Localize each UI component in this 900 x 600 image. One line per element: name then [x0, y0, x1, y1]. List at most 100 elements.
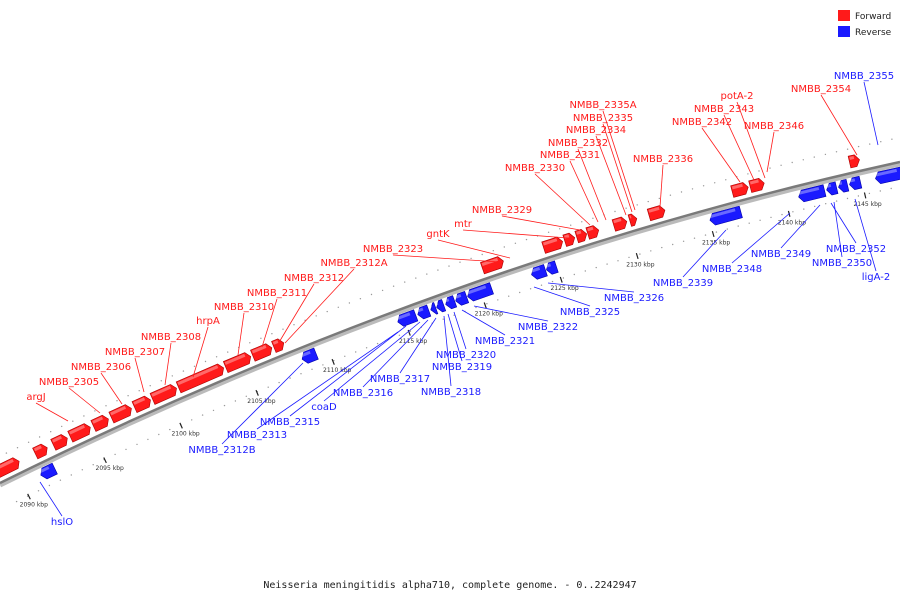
- scale-dot: [50, 431, 52, 433]
- leader-line: [833, 201, 843, 258]
- label-leaders: [35, 81, 879, 517]
- legend-forward-swatch: [838, 10, 850, 21]
- scale-dot: [737, 225, 739, 227]
- scale-dot: [158, 433, 160, 436]
- scale-dot: [114, 453, 116, 456]
- scale-dot: [636, 204, 638, 206]
- scale-dot: [26, 495, 29, 497]
- forward-gene-label-nmbb-2312: NMBB_2312: [284, 273, 344, 284]
- forward-gene-bar: [50, 434, 68, 451]
- scale-dot: [470, 257, 472, 260]
- scale-dot: [475, 306, 477, 309]
- forward-gene-label-nmbb-2346: NMBB_2346: [744, 121, 804, 132]
- forward-gene-label-nmbb-2332: NMBB_2332: [548, 138, 608, 149]
- scale-dot: [835, 200, 838, 202]
- forward-gene-bar: [131, 395, 151, 413]
- scale-dot: [781, 213, 783, 216]
- scale-dot: [223, 404, 226, 407]
- scale-dot: [426, 273, 428, 275]
- scale-dot: [529, 288, 532, 290]
- forward-gene-label-nmbb-2336: NMBB_2336: [633, 154, 693, 165]
- scale-dot: [267, 386, 269, 388]
- scale-dot: [803, 208, 805, 210]
- scale-dot: [182, 370, 185, 372]
- scale-dot: [125, 448, 127, 451]
- forward-gene-label-pota-2: potA-2: [721, 91, 754, 102]
- scale-dot: [503, 246, 505, 248]
- scale-dot: [215, 356, 218, 358]
- leader-line: [399, 317, 437, 374]
- scale-dot: [584, 270, 586, 272]
- scale-dot: [169, 428, 171, 431]
- forward-gene-label-nmbb-2305: NMBB_2305: [39, 377, 99, 388]
- scale-dot: [448, 265, 450, 267]
- legend-forward-label: Forward: [855, 12, 891, 22]
- scale-dot: [890, 187, 892, 190]
- scale-dot: [311, 368, 313, 370]
- axis-tick: [255, 389, 259, 396]
- leader-line: [164, 342, 172, 386]
- axis-tick-label: 2095 kbp: [96, 465, 124, 472]
- scale-dot: [27, 441, 30, 443]
- scale-dot: [409, 330, 412, 332]
- reverse-gene-bar: [39, 462, 58, 480]
- reverse-gene-label-nmbb-2313: NMBB_2313: [227, 430, 287, 441]
- gene-labels: argJ NMBB_2305 NMBB_2306 NMBB_2307 NMBB_2308…: [26, 71, 894, 528]
- forward-gene-bar: [480, 256, 504, 275]
- scale-dot: [355, 351, 357, 353]
- leader-line: [723, 114, 755, 181]
- scale-dot: [234, 400, 237, 402]
- scale-dot: [381, 289, 384, 292]
- reverse-gene-label-nmbb-2320: NMBB_2320: [436, 350, 496, 361]
- leader-line: [863, 81, 879, 146]
- axis-tick-label: 2090 kbp: [20, 502, 48, 509]
- forward-gene-label-nmbb-2334: NMBB_2334: [566, 125, 626, 136]
- forward-gene-bar: [108, 404, 132, 424]
- scale-dot: [825, 203, 827, 205]
- scale-dot: [625, 207, 627, 209]
- forward-gene-label-nmbb-2335: NMBB_2335: [573, 113, 633, 124]
- scale-dot: [459, 261, 461, 263]
- forward-gene-bar: [175, 363, 224, 394]
- scale-dot: [398, 334, 401, 336]
- scale-dot: [680, 191, 683, 193]
- scale-dot: [869, 143, 871, 145]
- scale-dot: [814, 205, 816, 208]
- forward-gene-label-nmbb-2343: NMBB_2343: [694, 104, 754, 115]
- scale-dot: [691, 188, 694, 190]
- leader-line: [35, 402, 69, 422]
- forward-gene-label-hrpa: hrpA: [196, 316, 220, 327]
- reverse-gene-bar: [417, 304, 432, 320]
- reverse-gene-bar: [545, 260, 559, 275]
- leader-line: [461, 309, 506, 336]
- scale-dot: [726, 228, 728, 230]
- reverse-gene-bar: [435, 299, 447, 313]
- axis-tick: [863, 192, 867, 199]
- leader-line: [780, 204, 821, 249]
- scale-dot: [857, 145, 860, 148]
- scale-dot: [492, 250, 494, 252]
- scale-dot: [770, 216, 772, 219]
- forward-gene-label-nmbb-2323: NMBB_2323: [363, 244, 423, 255]
- leader-line: [100, 372, 123, 405]
- scale-dot: [83, 415, 85, 417]
- scale-dot: [359, 298, 362, 300]
- forward-gene-bar: [541, 236, 563, 254]
- scale-dot: [714, 182, 716, 184]
- scale-dot: [453, 314, 455, 316]
- scale-dot: [193, 365, 196, 367]
- forward-gene-bar: [646, 205, 666, 222]
- scale-dot: [289, 377, 291, 379]
- leader-line: [134, 357, 145, 393]
- axis-ticks: 2090 kbp 2095 kbp 2100 kbp 2105 kbp 2110 kbp…: [20, 192, 882, 509]
- scale-dot: [592, 217, 594, 219]
- scale-dot: [322, 364, 324, 366]
- scale-dot: [370, 293, 373, 296]
- scale-dot: [880, 141, 882, 143]
- forward-gene-label-nmbb-2310: NMBB_2310: [214, 302, 274, 313]
- reverse-gene-label-nmbb-2352: NMBB_2352: [826, 244, 886, 255]
- leader-line: [820, 94, 858, 156]
- reverse-gene-label-nmbb-2339: NMBB_2339: [653, 278, 713, 289]
- leader-line: [68, 387, 101, 414]
